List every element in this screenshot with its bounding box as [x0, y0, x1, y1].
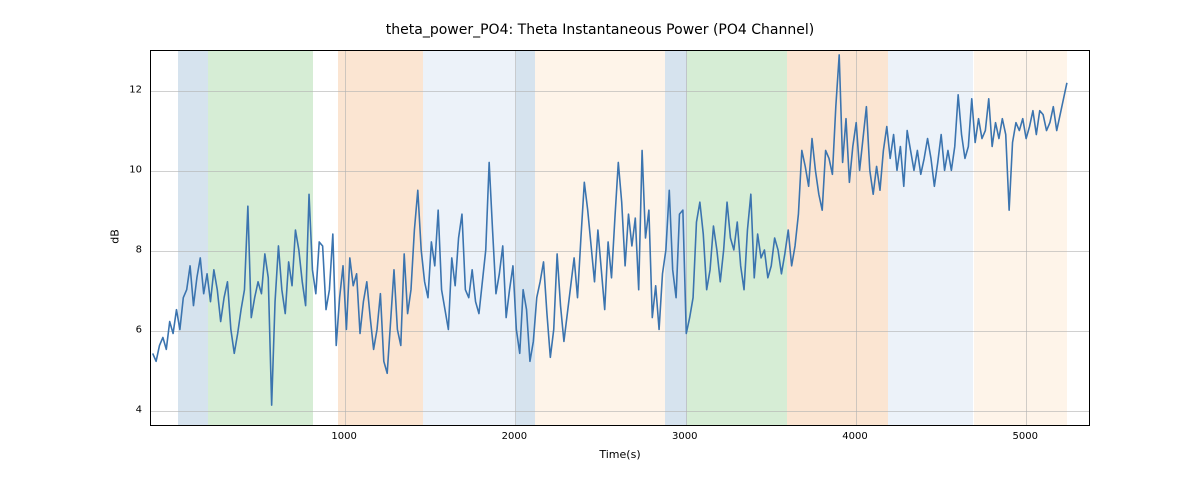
- y-tick-label: 8: [112, 245, 142, 256]
- x-tick-label: 2000: [502, 431, 527, 442]
- series-line: [151, 51, 1089, 425]
- plot-area: [150, 50, 1090, 426]
- x-tick-label: 4000: [842, 431, 867, 442]
- y-tick-label: 10: [112, 165, 142, 176]
- figure: theta_power_PO4: Theta Instantaneous Pow…: [0, 0, 1200, 500]
- y-tick-label: 12: [112, 85, 142, 96]
- x-tick-label: 5000: [1013, 431, 1038, 442]
- x-tick-label: 3000: [672, 431, 697, 442]
- chart-title: theta_power_PO4: Theta Instantaneous Pow…: [0, 22, 1200, 38]
- x-axis-label: Time(s): [150, 448, 1090, 461]
- y-tick-label: 6: [112, 325, 142, 336]
- y-tick-label: 4: [112, 405, 142, 416]
- x-tick-label: 1000: [331, 431, 356, 442]
